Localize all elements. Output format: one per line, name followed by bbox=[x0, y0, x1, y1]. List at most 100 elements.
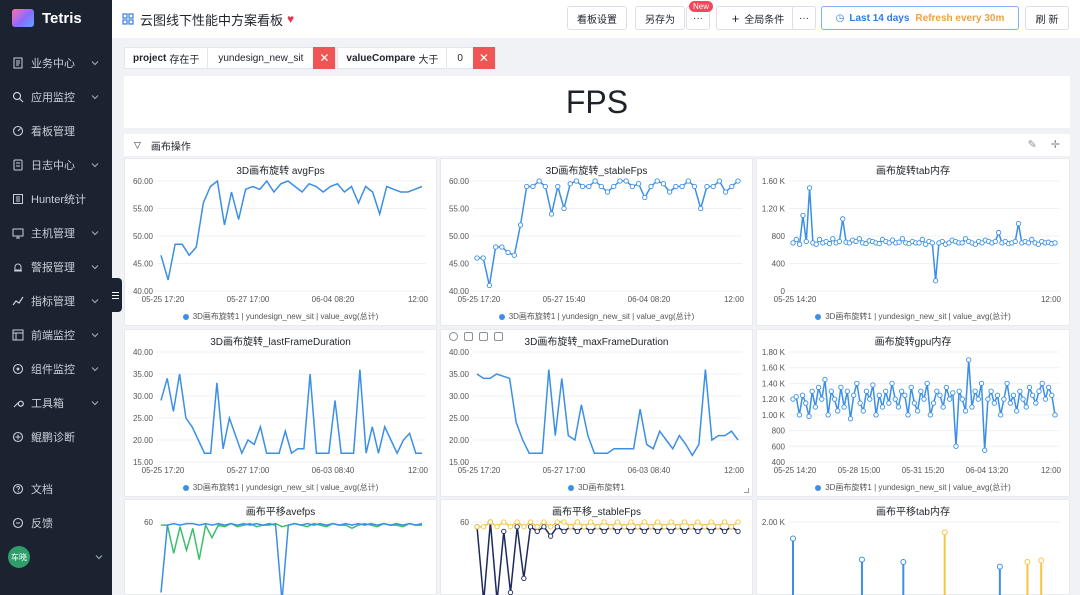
sidebar-item-wrench[interactable]: 工具箱 bbox=[0, 386, 112, 420]
close-icon[interactable]: ✕ bbox=[313, 47, 336, 69]
sidebar-item-diagnose[interactable]: 鲲鹏诊断 bbox=[0, 420, 112, 454]
y-tick-label: 15.00 bbox=[133, 458, 154, 467]
dashboard-settings-button[interactable]: 看板设置 bbox=[567, 6, 627, 30]
save-as-button[interactable]: 另存为 bbox=[635, 6, 685, 30]
data-point bbox=[527, 524, 534, 530]
chart-panel[interactable]: 画布平移avefps 60 bbox=[124, 499, 437, 595]
data-point bbox=[534, 524, 540, 530]
filter-chip-valuecompare[interactable]: valueCompare 大于 0 ✕ bbox=[337, 47, 496, 69]
data-point bbox=[826, 240, 833, 247]
chart-legend[interactable]: 3D画布旋转1 bbox=[441, 482, 752, 493]
app-logo[interactable]: Tetris bbox=[0, 2, 112, 34]
filter-value[interactable]: yundesign_new_sit bbox=[218, 52, 304, 64]
data-point bbox=[939, 238, 945, 245]
data-point bbox=[1023, 404, 1029, 410]
data-point bbox=[1042, 396, 1049, 402]
data-point bbox=[886, 400, 892, 406]
filter-value[interactable]: 0 bbox=[457, 52, 463, 64]
chart-legend[interactable]: 3D画布旋转1 | yundesign_new_sit | value_avg(… bbox=[125, 482, 436, 493]
chevron-down-icon[interactable]: ▽ bbox=[134, 139, 141, 150]
series-line bbox=[160, 179, 423, 281]
chart-panel[interactable]: 画布平移tab内存 2.00 K bbox=[756, 499, 1070, 595]
chart-panel[interactable]: 画布旋转tab内存 1.60 K 1.20 K 800 400 0 05-25 14:20 1… bbox=[756, 158, 1070, 326]
chart-panel[interactable]: 3D画布旋转_lastFrameDuration 40.00 35.00 30.00 2… bbox=[124, 329, 437, 497]
chart-title: 画布平移tab内存 bbox=[876, 507, 950, 518]
chart-panel[interactable]: 3D画布旋转_stableFps 60.00 55.00 50.00 45.00 40.0… bbox=[440, 158, 753, 326]
chart-svg: 2.00 K bbox=[762, 518, 1059, 595]
data-point bbox=[883, 388, 889, 394]
edit-icon[interactable]: ✎ bbox=[1027, 139, 1037, 151]
checkbox-icon[interactable] bbox=[479, 332, 488, 341]
data-point bbox=[574, 528, 581, 535]
sidebar-item-doc[interactable]: 业务中心 bbox=[0, 46, 112, 80]
chart-legend[interactable]: 3D画布旋转1 | yundesign_new_sit | value_avg(… bbox=[757, 311, 1069, 322]
data-point bbox=[998, 412, 1004, 418]
data-point bbox=[840, 216, 846, 222]
section-header[interactable]: ▽ 画布操作 ✎ ✛ bbox=[124, 134, 1070, 156]
more-options-button[interactable]: ··· bbox=[792, 6, 816, 30]
data-point bbox=[996, 563, 1003, 570]
sidebar-item-label: 工具箱 bbox=[31, 398, 64, 410]
favorite-heart-icon[interactable]: ♥ bbox=[287, 12, 295, 26]
chart-legend[interactable]: 3D画布旋转1 | yundesign_new_sit | value_avg(… bbox=[757, 482, 1069, 493]
y-tick-label: 40.00 bbox=[449, 287, 470, 296]
sidebar-item-component[interactable]: 组件监控 bbox=[0, 352, 112, 386]
chart-legend[interactable]: 3D画布旋转1 | yundesign_new_sit | value_avg(… bbox=[125, 311, 436, 322]
data-point bbox=[858, 556, 865, 563]
y-tick-label: 55.00 bbox=[449, 205, 470, 214]
global-conditions-button[interactable]: + 全局条件 bbox=[716, 6, 800, 30]
sidebar-item-search[interactable]: 应用监控 bbox=[0, 80, 112, 114]
sidebar-item-metric[interactable]: 指标管理 bbox=[0, 284, 112, 318]
data-point bbox=[1052, 412, 1058, 418]
data-point bbox=[934, 388, 940, 394]
sidebar-item-alarm[interactable]: 警报管理 bbox=[0, 250, 112, 284]
sidebar-item-hunter[interactable]: Hunter统计 bbox=[0, 182, 112, 216]
chart-panel[interactable]: 3D画布旋转_maxFrameDuration 40.00 35.00 30.00 25… bbox=[440, 329, 753, 497]
legend-label: 3D画布旋转1 bbox=[578, 483, 625, 492]
plus-icon: + bbox=[731, 10, 740, 26]
time-range-picker[interactable]: ◷ Last 14 days Refresh every 30m bbox=[821, 6, 1019, 30]
data-point bbox=[608, 524, 614, 530]
refresh-icon[interactable] bbox=[449, 332, 458, 341]
data-point bbox=[972, 388, 978, 394]
chart-panel[interactable]: 画布旋转gpu内存 1.80 K 1.60 K 1.40 K 1.20 K 1.00 K 8… bbox=[756, 329, 1070, 497]
collapse-icon[interactable] bbox=[494, 332, 503, 341]
data-point bbox=[1004, 380, 1010, 387]
close-icon[interactable]: ✕ bbox=[472, 47, 495, 69]
data-point bbox=[601, 528, 607, 535]
y-tick-label: 1.40 K bbox=[762, 379, 786, 388]
filter-chip-project[interactable]: project 存在于 yundesign_new_sit ✕ bbox=[124, 47, 337, 69]
more-button[interactable]: ··· New bbox=[686, 1, 713, 30]
sidebar-item-feedback[interactable]: 反馈 bbox=[0, 506, 112, 540]
data-point bbox=[918, 388, 924, 394]
sidebar-item-monitor[interactable]: 主机管理 bbox=[0, 216, 112, 250]
refresh-button[interactable]: 刷 新 bbox=[1025, 6, 1069, 30]
sidebar-item-frontend[interactable]: 前端监控 bbox=[0, 318, 112, 352]
chevron-down-icon bbox=[90, 262, 100, 272]
chart-panel[interactable]: 画布平移_stableFps 60 bbox=[440, 499, 753, 595]
sidebar-item-dashboard[interactable]: 看板管理 bbox=[0, 114, 112, 148]
filter-bar: project 存在于 yundesign_new_sit ✕ valueComp… bbox=[124, 47, 496, 69]
chart-panel[interactable]: 3D画布旋转 avgFps 60.00 55.00 50.00 45.00 40.00 05… bbox=[124, 158, 437, 326]
x-tick-label: 05-25 14:20 bbox=[774, 466, 817, 475]
sidebar-item-log[interactable]: 日志中心 bbox=[0, 148, 112, 182]
feedback-icon bbox=[12, 517, 24, 529]
sidebar-item-help[interactable]: 文档 bbox=[0, 472, 112, 506]
x-tick-label: 12:00 bbox=[1041, 295, 1062, 304]
data-point bbox=[480, 255, 486, 261]
data-point bbox=[628, 519, 634, 525]
chart-legend[interactable]: 3D画布旋转1 | yundesign_new_sit | value_avg(… bbox=[441, 311, 752, 322]
data-point bbox=[1036, 388, 1042, 394]
user-row[interactable]: 车晓 bbox=[8, 546, 104, 568]
chart-svg: 60 bbox=[144, 518, 426, 595]
sidebar-collapse-handle[interactable] bbox=[108, 278, 122, 312]
resize-handle-icon[interactable] bbox=[744, 488, 749, 493]
data-point bbox=[932, 278, 939, 284]
data-point bbox=[536, 178, 542, 184]
sidebar-item-label: 组件监控 bbox=[31, 364, 75, 376]
checkbox-icon[interactable] bbox=[464, 332, 473, 341]
avatar[interactable]: 车晓 bbox=[8, 546, 30, 568]
add-icon[interactable]: ✛ bbox=[1050, 139, 1060, 151]
filter-operator: 存在于 bbox=[169, 54, 200, 66]
